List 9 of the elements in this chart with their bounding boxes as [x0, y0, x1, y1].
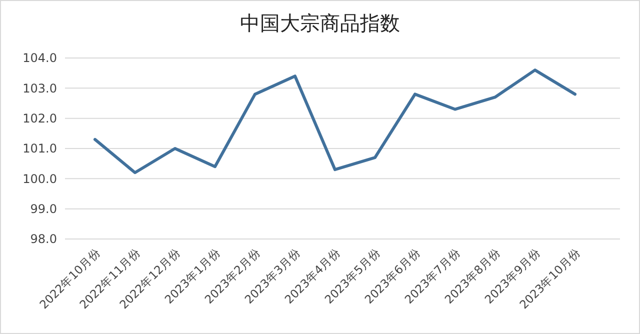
y-tick-label: 104.0	[22, 51, 57, 66]
y-tick-label: 103.0	[22, 81, 57, 96]
y-tick-label: 98.0	[30, 232, 57, 246]
y-tick-label: 102.0	[22, 112, 57, 126]
y-tick-label: 101.0	[22, 142, 57, 156]
y-tick-label: 100.0	[22, 172, 57, 186]
y-tick-label: 99.0	[30, 202, 57, 216]
line-series	[94, 68, 576, 174]
chart-title: 中国大宗商品指数	[240, 11, 400, 35]
